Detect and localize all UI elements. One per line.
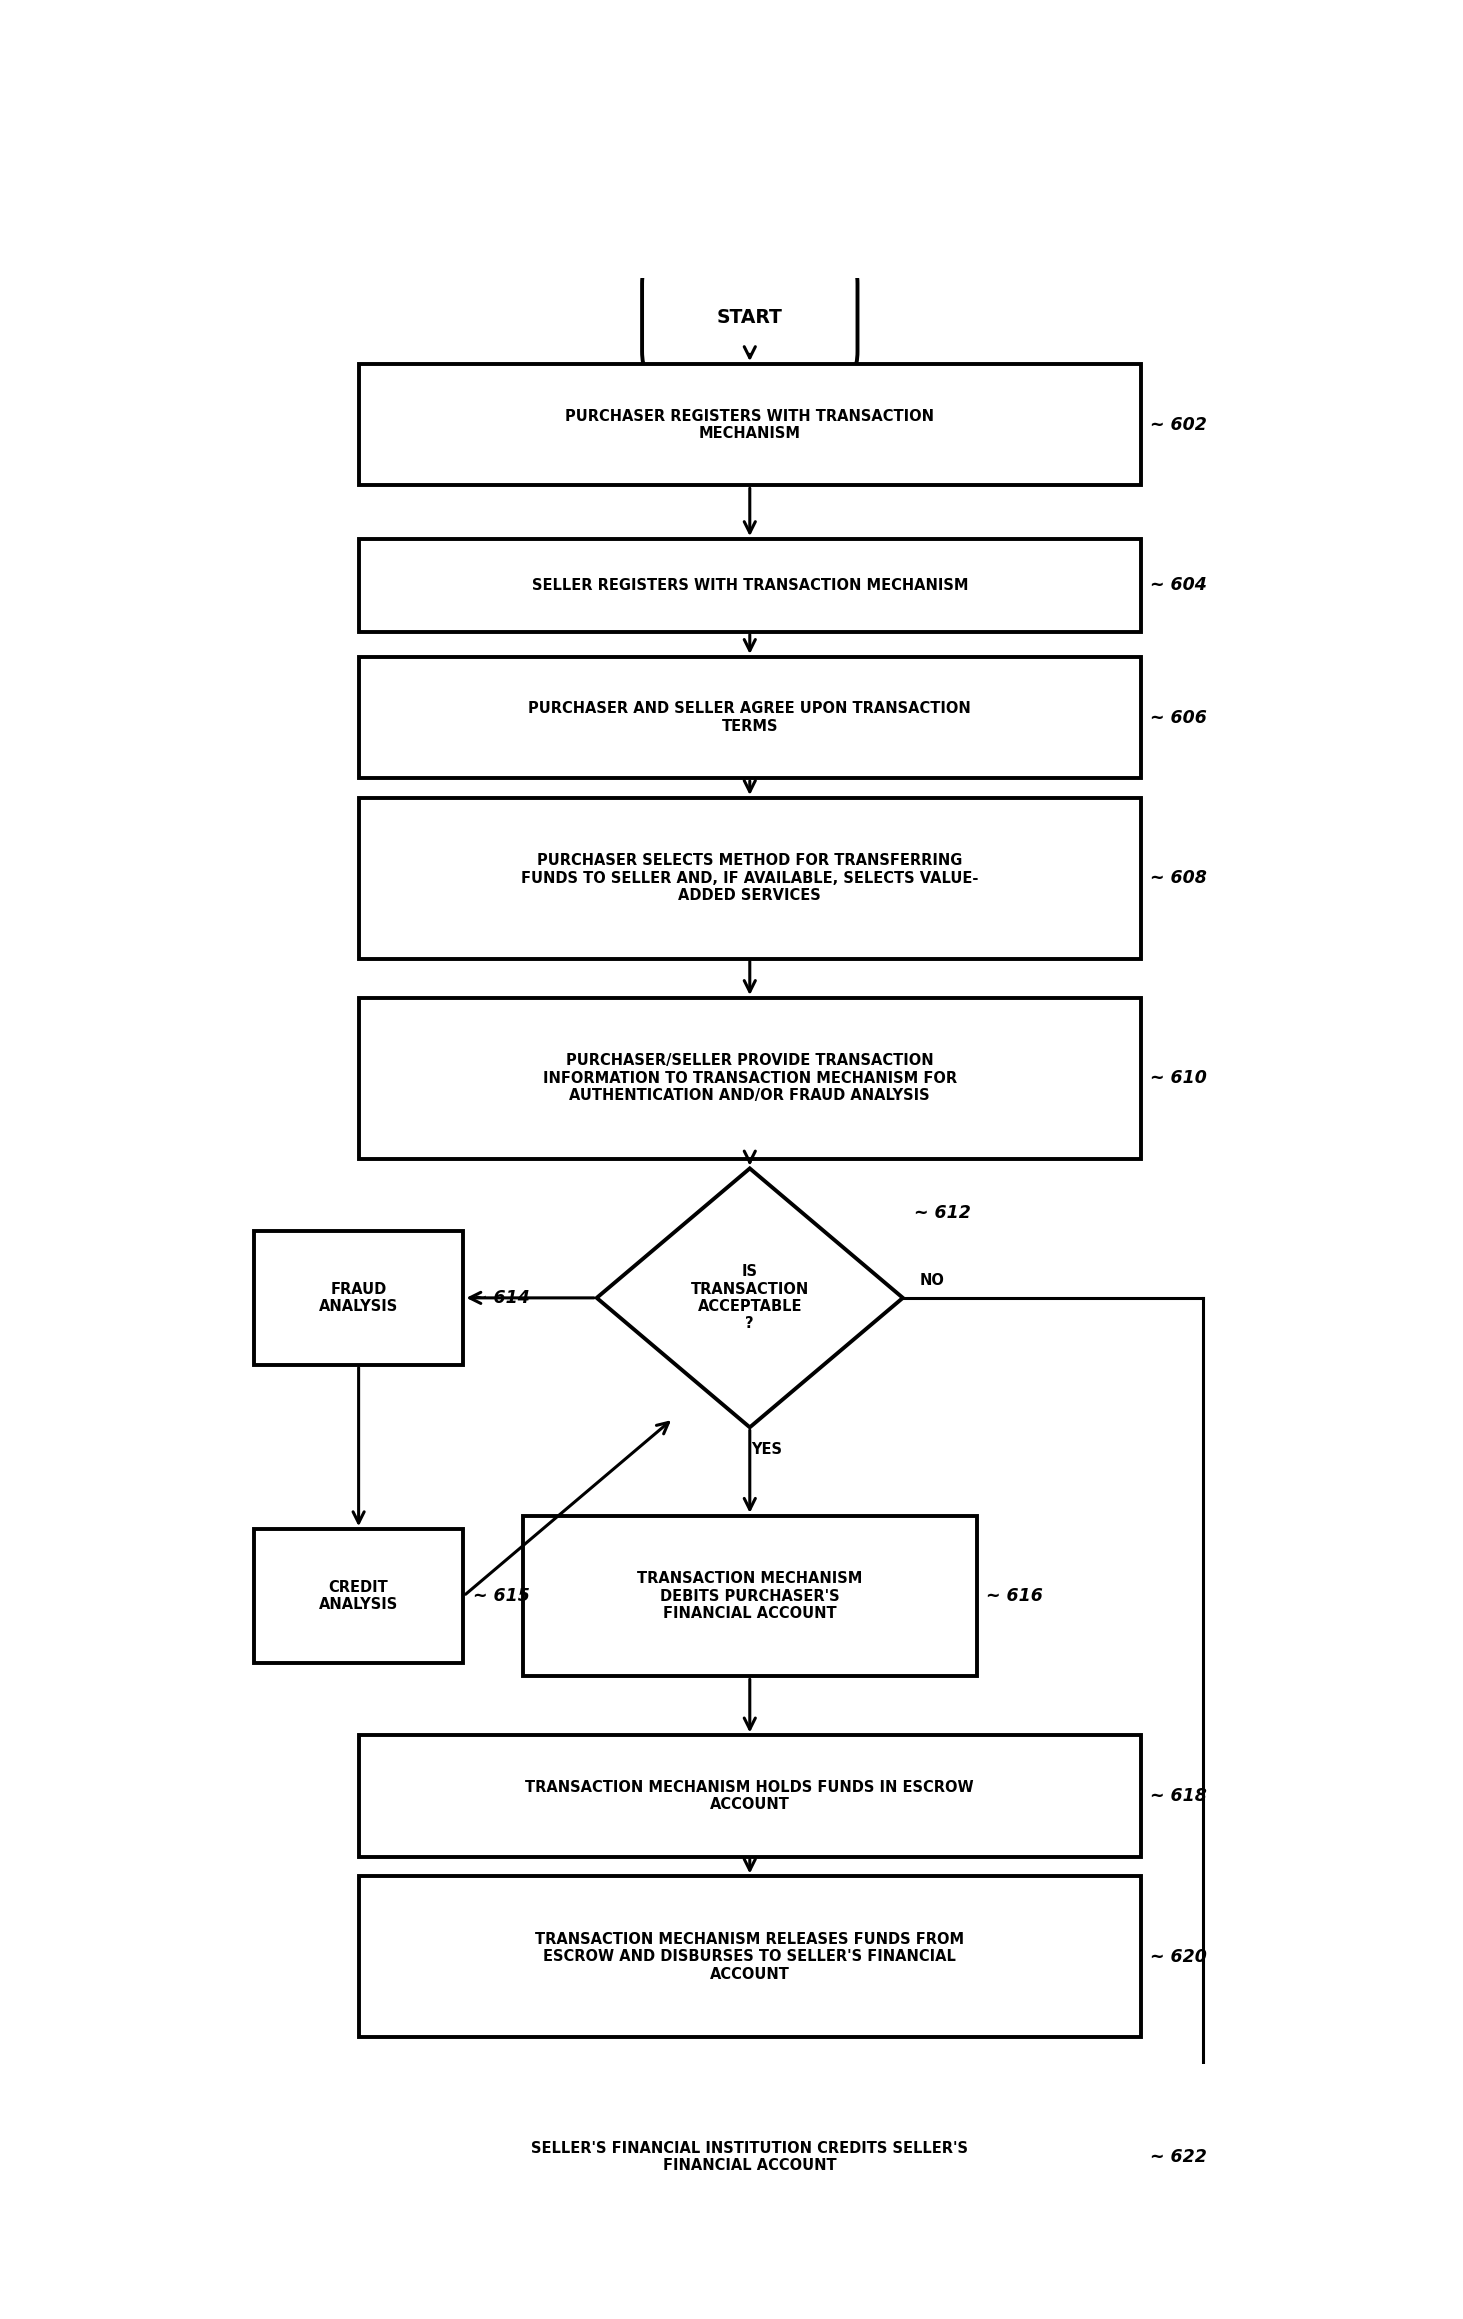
Polygon shape <box>597 1169 903 1426</box>
Text: ~ 616: ~ 616 <box>986 1586 1043 1605</box>
FancyBboxPatch shape <box>358 364 1141 485</box>
Text: PURCHASER REGISTERS WITH TRANSACTION
MECHANISM: PURCHASER REGISTERS WITH TRANSACTION MEC… <box>565 408 935 441</box>
Text: ~ 608: ~ 608 <box>1150 870 1207 888</box>
FancyBboxPatch shape <box>358 538 1141 631</box>
FancyBboxPatch shape <box>253 1528 464 1663</box>
Text: CREDIT
ANALYSIS: CREDIT ANALYSIS <box>319 1579 398 1612</box>
Text: ~ 604: ~ 604 <box>1150 577 1207 594</box>
Text: ~ 618: ~ 618 <box>1150 1788 1207 1804</box>
FancyBboxPatch shape <box>358 798 1141 958</box>
Text: ~ 615: ~ 615 <box>473 1586 530 1605</box>
Text: SELLER REGISTERS WITH TRANSACTION MECHANISM: SELLER REGISTERS WITH TRANSACTION MECHAN… <box>531 577 969 594</box>
Text: NO: NO <box>920 1273 945 1287</box>
FancyBboxPatch shape <box>253 1231 464 1366</box>
FancyBboxPatch shape <box>358 1735 1141 1858</box>
Text: ~ 606: ~ 606 <box>1150 710 1207 726</box>
FancyBboxPatch shape <box>358 997 1141 1160</box>
FancyBboxPatch shape <box>358 656 1141 779</box>
Text: PURCHASER SELECTS METHOD FOR TRANSFERRING
FUNDS TO SELLER AND, IF AVAILABLE, SEL: PURCHASER SELECTS METHOD FOR TRANSFERRIN… <box>521 853 979 902</box>
Text: FRAUD
ANALYSIS: FRAUD ANALYSIS <box>319 1282 398 1315</box>
Text: PURCHASER AND SELLER AGREE UPON TRANSACTION
TERMS: PURCHASER AND SELLER AGREE UPON TRANSACT… <box>528 700 971 733</box>
FancyBboxPatch shape <box>524 1517 977 1677</box>
Text: ~ 620: ~ 620 <box>1150 1948 1207 1967</box>
Text: ~ 614: ~ 614 <box>473 1289 530 1308</box>
Text: TRANSACTION MECHANISM HOLDS FUNDS IN ESCROW
ACCOUNT: TRANSACTION MECHANISM HOLDS FUNDS IN ESC… <box>525 1781 974 1811</box>
Text: IS
TRANSACTION
ACCEPTABLE
?: IS TRANSACTION ACCEPTABLE ? <box>691 1264 809 1331</box>
FancyBboxPatch shape <box>654 2277 846 2319</box>
Text: START: START <box>717 308 783 327</box>
Text: PURCHASER/SELLER PROVIDE TRANSACTION
INFORMATION TO TRANSACTION MECHANISM FOR
AU: PURCHASER/SELLER PROVIDE TRANSACTION INF… <box>543 1053 957 1104</box>
Text: ~ 610: ~ 610 <box>1150 1069 1207 1088</box>
FancyBboxPatch shape <box>642 257 857 378</box>
Text: YES: YES <box>752 1442 783 1456</box>
Text: ~ 622: ~ 622 <box>1150 2147 1207 2166</box>
Text: ~ 612: ~ 612 <box>914 1204 971 1222</box>
Text: SELLER'S FINANCIAL INSTITUTION CREDITS SELLER'S
FINANCIAL ACCOUNT: SELLER'S FINANCIAL INSTITUTION CREDITS S… <box>531 2140 969 2173</box>
Text: TRANSACTION MECHANISM RELEASES FUNDS FROM
ESCROW AND DISBURSES TO SELLER'S FINAN: TRANSACTION MECHANISM RELEASES FUNDS FRO… <box>535 1932 964 1983</box>
FancyBboxPatch shape <box>358 2096 1141 2217</box>
Text: ~ 602: ~ 602 <box>1150 415 1207 434</box>
FancyBboxPatch shape <box>358 1876 1141 2036</box>
Text: TRANSACTION MECHANISM
DEBITS PURCHASER'S
FINANCIAL ACCOUNT: TRANSACTION MECHANISM DEBITS PURCHASER'S… <box>636 1572 863 1621</box>
